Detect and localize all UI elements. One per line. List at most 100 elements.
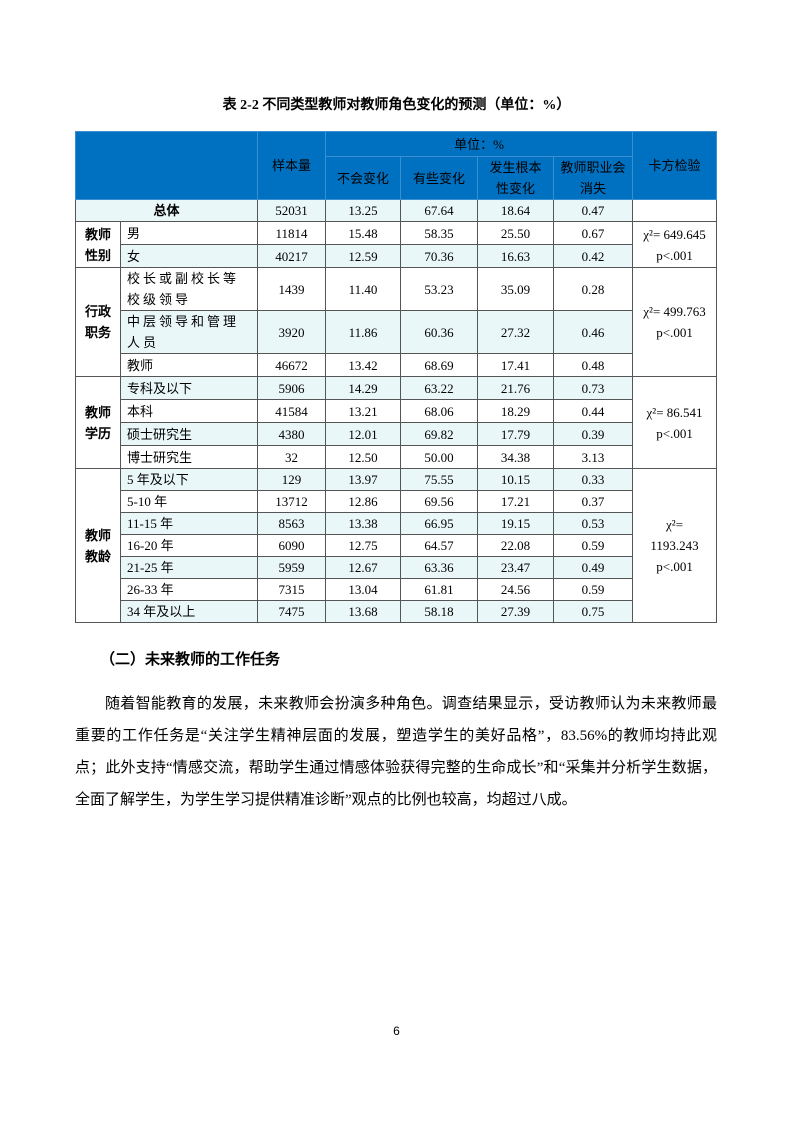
cell: 15.48 bbox=[325, 221, 401, 245]
cell: 14.29 bbox=[325, 376, 401, 400]
cell: 53.23 bbox=[400, 267, 478, 311]
cell: 0.37 bbox=[552, 490, 634, 513]
cell: 13712 bbox=[257, 490, 326, 513]
row-label: 专科及以下 bbox=[120, 376, 258, 400]
cell: 13.38 bbox=[325, 512, 401, 535]
chi-square-line: p<.001 bbox=[656, 425, 693, 441]
chi-cell bbox=[632, 199, 718, 222]
header-blank bbox=[75, 131, 258, 200]
cell: 0.59 bbox=[552, 578, 634, 601]
cell: 0.28 bbox=[552, 267, 634, 311]
chi-square-cell: χ²= 649.645 p<.001 bbox=[632, 221, 718, 268]
body-paragraph: 随着智能教育的发展，未来教师会扮演多种角色。调查结果显示，受访教师认为未来教师最… bbox=[75, 696, 717, 808]
table-caption: 表 2-2 不同类型教师对教师角色变化的预测（单位：%） bbox=[222, 98, 571, 113]
row-label: 21-25 年 bbox=[120, 556, 258, 579]
cell: 18.64 bbox=[477, 199, 554, 222]
cell: 0.49 bbox=[552, 556, 634, 579]
cell: 5906 bbox=[257, 376, 326, 400]
cell: 32 bbox=[257, 445, 326, 469]
table-row: 16-20 年 6090 12.75 64.57 22.08 0.59 bbox=[76, 534, 717, 557]
cell: 16.63 bbox=[477, 244, 554, 268]
cell: 22.08 bbox=[477, 534, 554, 557]
row-label: 中层领导和管理人员 bbox=[120, 310, 258, 354]
category-cell: 教师性别 bbox=[75, 221, 121, 268]
cell: 129 bbox=[257, 468, 326, 491]
cell: 40217 bbox=[257, 244, 326, 268]
cell: 0.48 bbox=[552, 353, 634, 377]
header-sample: 样本量 bbox=[257, 131, 326, 200]
cell: 7315 bbox=[257, 578, 326, 601]
category-cell: 教师学历 bbox=[75, 376, 121, 469]
table-row: 5-10 年 13712 12.86 69.56 17.21 0.37 bbox=[76, 490, 717, 513]
cell: 13.04 bbox=[325, 578, 401, 601]
table-row: 博士研究生 32 12.50 50.00 34.38 3.13 bbox=[76, 445, 717, 469]
table-row: 本科 41584 13.21 68.06 18.29 0.44 bbox=[76, 399, 717, 423]
cell: 64.57 bbox=[400, 534, 478, 557]
cell: 68.69 bbox=[400, 353, 478, 377]
cell: 12.67 bbox=[325, 556, 401, 579]
teacher-role-table: 样本量 单位：% 卡方检验 不会变化 有些变化 发生根本性变化 教师职业会消失 … bbox=[75, 131, 718, 623]
header-chi: 卡方检验 bbox=[632, 131, 718, 200]
chi-square-line: p<.001 bbox=[656, 247, 693, 263]
cell: 6090 bbox=[257, 534, 326, 557]
header-col-4: 教师职业会消失 bbox=[552, 156, 634, 200]
category-cell: 教师教龄 bbox=[75, 468, 121, 623]
chi-square-line: χ²= 86.541 bbox=[646, 404, 703, 420]
cell: 3920 bbox=[257, 310, 326, 354]
table-row: 硕士研究生 4380 12.01 69.82 17.79 0.39 bbox=[76, 422, 717, 446]
cell: 0.33 bbox=[552, 468, 634, 491]
chi-square-line: χ²= 649.645 bbox=[643, 226, 706, 242]
table-row: 教师 46672 13.42 68.69 17.41 0.48 bbox=[76, 353, 717, 377]
cell: 13.97 bbox=[325, 468, 401, 491]
page-number: 6 bbox=[393, 1024, 400, 1038]
table-row: 行政职务 校长或副校长等校级领导 1439 11.40 53.23 35.09 0.28 χ²… bbox=[75, 267, 718, 377]
cell: 0.67 bbox=[552, 221, 634, 245]
cell: 63.36 bbox=[400, 556, 478, 579]
cell: 50.00 bbox=[400, 445, 478, 469]
cell: 1439 bbox=[257, 267, 326, 311]
row-label: 博士研究生 bbox=[120, 445, 258, 469]
row-label: 教师 bbox=[120, 353, 258, 377]
cell: 12.59 bbox=[325, 244, 401, 268]
cell: 0.73 bbox=[552, 376, 634, 400]
cell: 3.13 bbox=[552, 445, 634, 469]
cell: 13.42 bbox=[325, 353, 401, 377]
cell: 0.75 bbox=[552, 600, 634, 623]
cell: 27.32 bbox=[477, 310, 554, 354]
cell: 61.81 bbox=[400, 578, 478, 601]
cell: 18.29 bbox=[477, 399, 554, 423]
cell: 4380 bbox=[257, 422, 326, 446]
row-label: 校长或副校长等校级领导 bbox=[120, 267, 258, 311]
row-label: 11-15 年 bbox=[120, 512, 258, 535]
cell: 41584 bbox=[257, 399, 326, 423]
cell: 63.22 bbox=[400, 376, 478, 400]
cell: 35.09 bbox=[477, 267, 554, 311]
cell: 21.76 bbox=[477, 376, 554, 400]
cell: 27.39 bbox=[477, 600, 554, 623]
table-body: 总体 52031 13.25 67.64 18.64 0.47 教师性别男 118… bbox=[75, 199, 718, 623]
header-col-3: 发生根本性变化 bbox=[477, 156, 554, 200]
cell: 13.21 bbox=[325, 399, 401, 423]
row-label: 26-33 年 bbox=[120, 578, 258, 601]
table-row: 26-33 年 7315 13.04 61.81 24.56 0.59 bbox=[76, 578, 717, 601]
cell: 23.47 bbox=[477, 556, 554, 579]
cell: 12.50 bbox=[325, 445, 401, 469]
cell: 70.36 bbox=[400, 244, 478, 268]
category-cell: 行政职务 bbox=[75, 267, 121, 377]
cell: 69.82 bbox=[400, 422, 478, 446]
row-label: 本科 bbox=[120, 399, 258, 423]
chi-square-cell: χ²= 1193.243 p<.001 bbox=[632, 468, 718, 623]
table-row: 女 40217 12.59 70.36 16.63 0.42 bbox=[76, 244, 717, 268]
cell: 34.38 bbox=[477, 445, 554, 469]
header-col-1: 不会变化 bbox=[325, 156, 401, 200]
cell: 25.50 bbox=[477, 221, 554, 245]
cell: 67.64 bbox=[400, 199, 478, 222]
cell: 11.40 bbox=[325, 267, 401, 311]
chi-square-line: p<.001 bbox=[656, 325, 693, 340]
chi-square-cell: χ²= 86.541 p<.001 bbox=[632, 376, 718, 469]
table-row: 34 年及以上 7475 13.68 58.18 27.39 0.75 bbox=[76, 600, 717, 623]
cell: 0.53 bbox=[552, 512, 634, 535]
cell: 68.06 bbox=[400, 399, 478, 423]
cell: 12.75 bbox=[325, 534, 401, 557]
row-label: 16-20 年 bbox=[120, 534, 258, 557]
